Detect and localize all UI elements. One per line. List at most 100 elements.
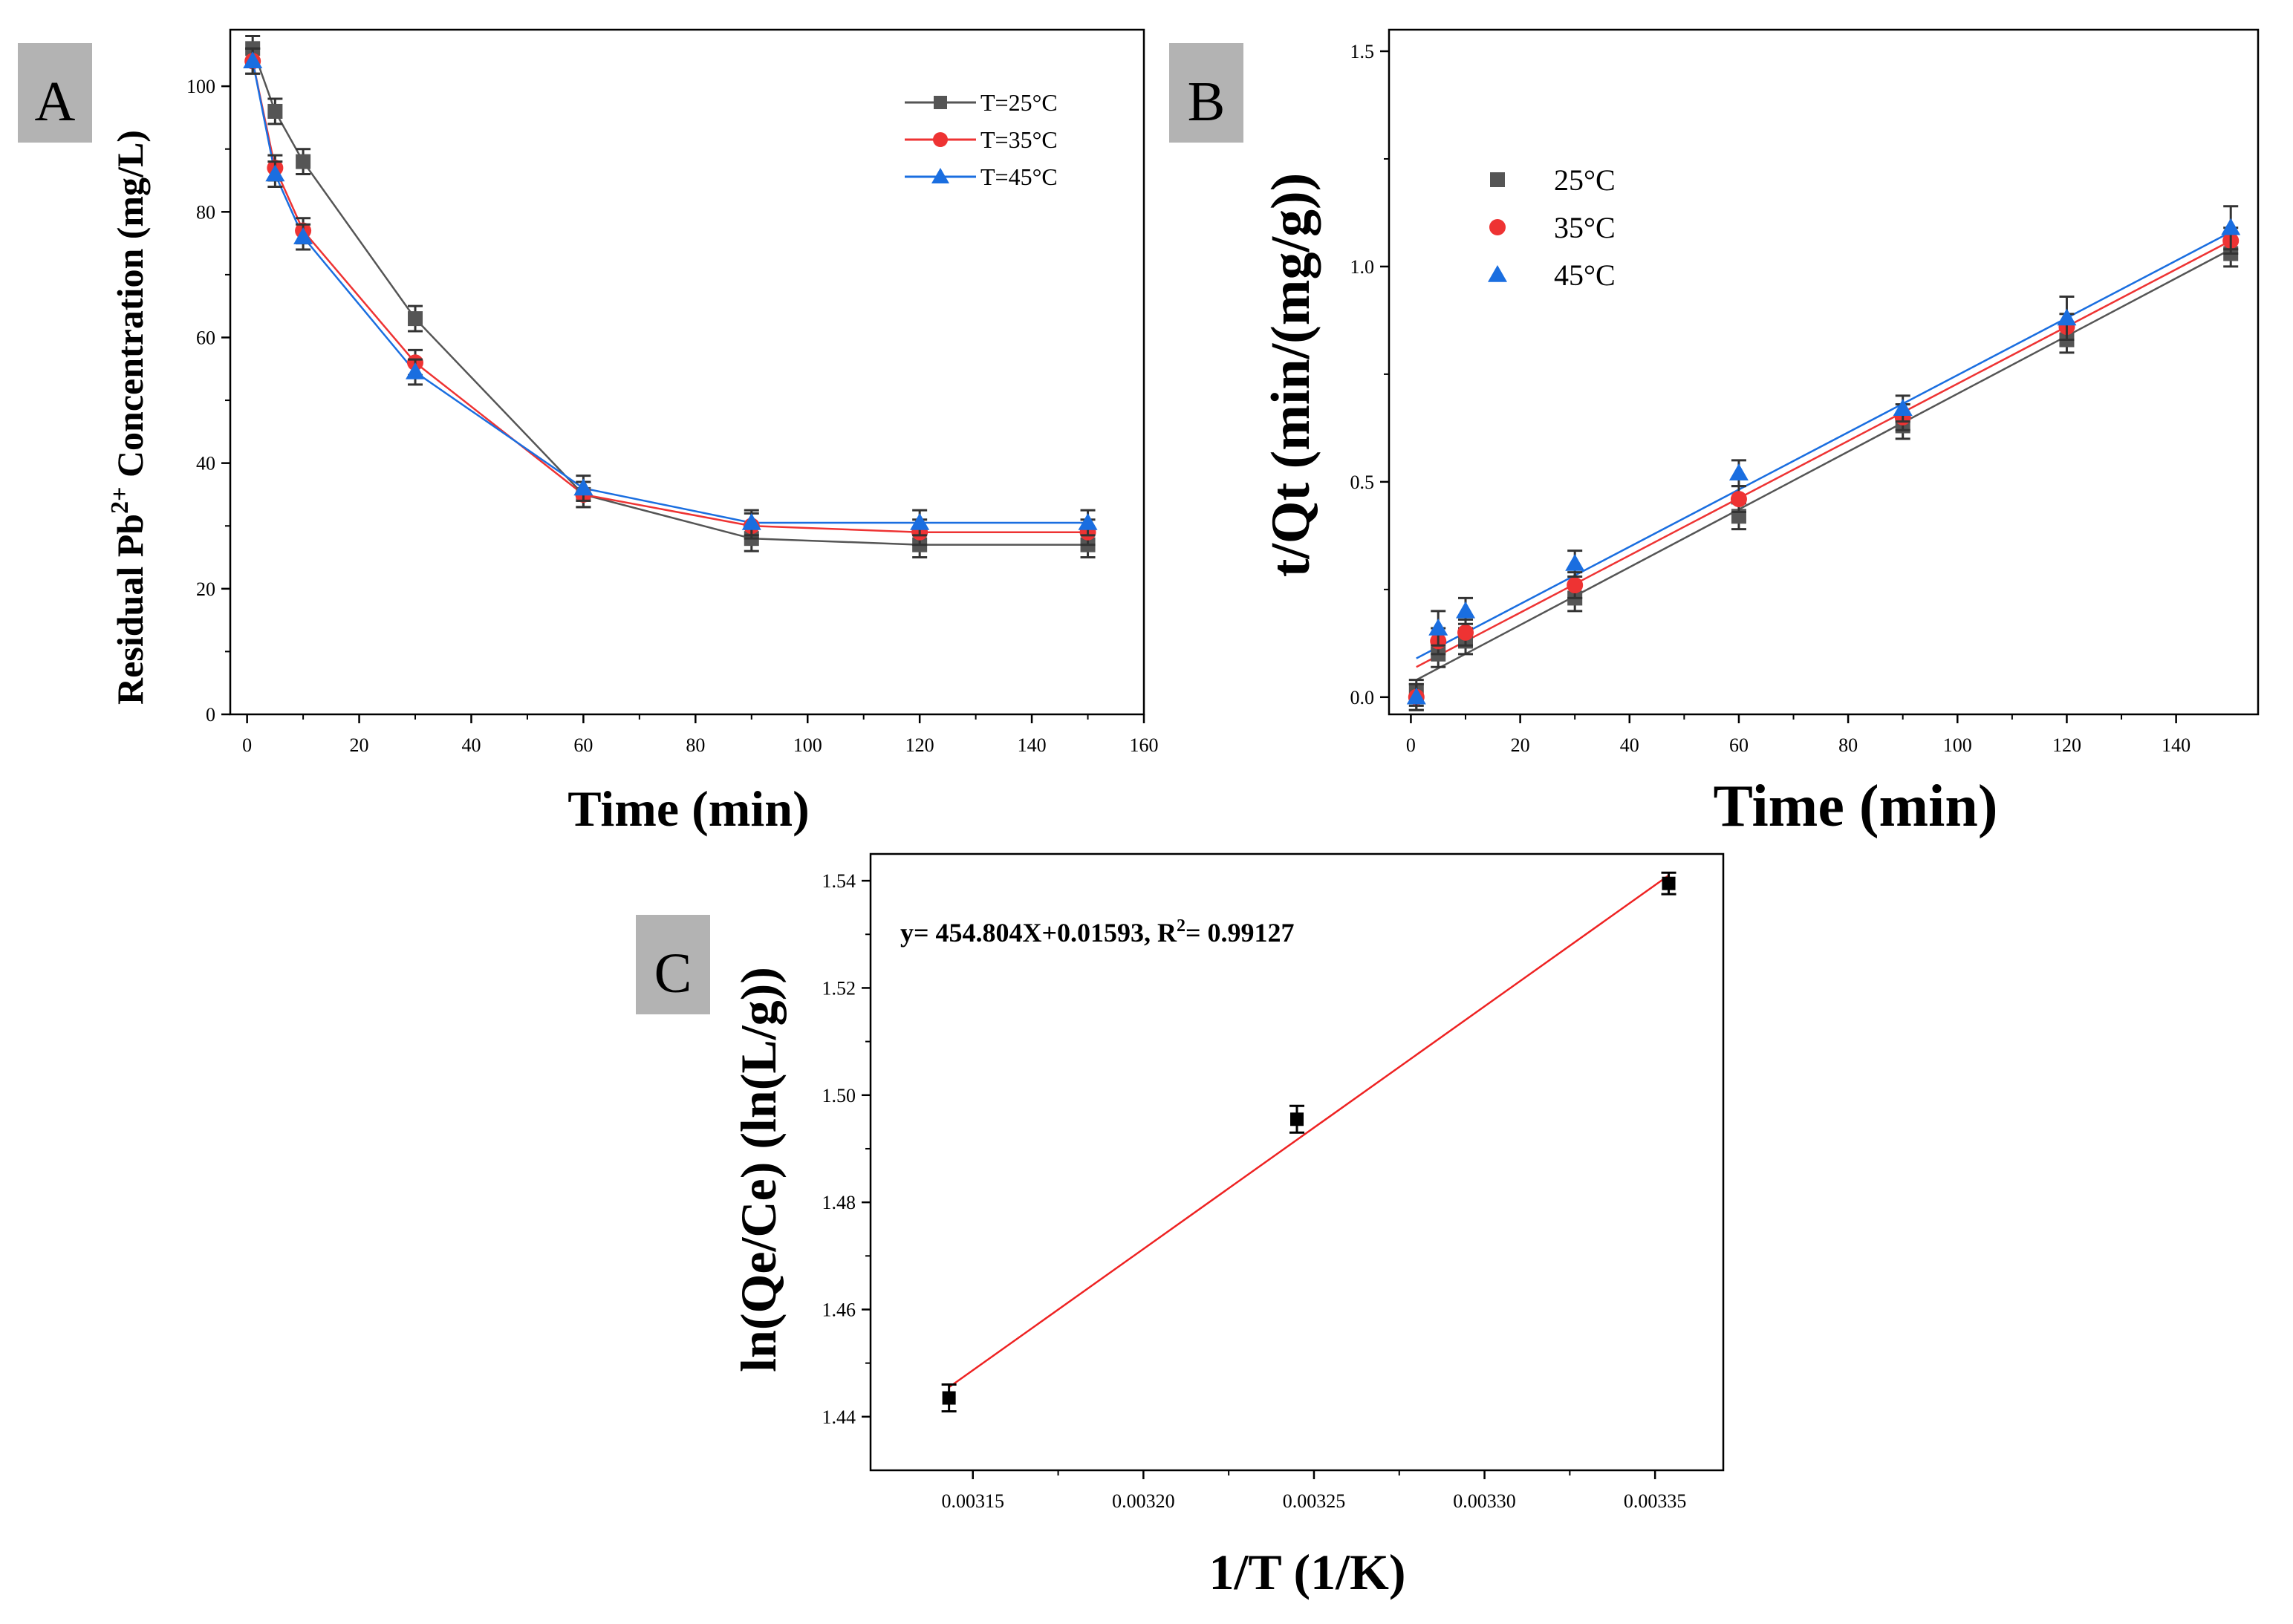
data-point: [1893, 399, 1913, 417]
x-tick-label: 120: [2052, 734, 2081, 756]
legend-label: 35°C: [1554, 211, 1616, 244]
legend-marker: [934, 96, 947, 109]
panel-a-y-axis-title-rest: Concentration (mg/L): [109, 130, 151, 487]
data-point: [1290, 1112, 1304, 1126]
series-line-1: [251, 61, 1088, 533]
data-point: [296, 154, 311, 169]
fit-line-2: [1416, 231, 2231, 659]
data-point: [2057, 308, 2077, 326]
data-point: [265, 164, 285, 182]
data-point: [1662, 876, 1676, 890]
panel-c-equation: y= 454.804X+0.01593, R2= 0.99127: [900, 916, 1295, 948]
x-tick-label: 0.00335: [1624, 1490, 1687, 1512]
y-tick-label: 1.52: [822, 977, 856, 999]
panel-c-tag-text: C: [654, 942, 692, 1005]
x-tick-label: 40: [461, 734, 481, 756]
panel-a-tag-text: A: [35, 71, 76, 133]
x-tick-label: 20: [350, 734, 369, 756]
panel-a-x-axis-title: Time (min): [567, 780, 810, 837]
data-point: [942, 1391, 956, 1405]
x-tick-label: 40: [1620, 734, 1639, 756]
fit-line: [948, 874, 1670, 1389]
data-point: [1456, 601, 1476, 619]
y-tick-label: 80: [196, 201, 215, 223]
legend-marker: [1488, 265, 1507, 282]
y-tick-label: 100: [186, 76, 215, 97]
y-tick-label: 0.5: [1350, 472, 1375, 493]
panel-c-equation-rest: = 0.99127: [1185, 918, 1295, 948]
series-line-0: [252, 48, 1088, 546]
y-tick-label: 1.48: [822, 1192, 856, 1213]
data-point: [573, 478, 593, 496]
y-tick-label: 20: [196, 578, 215, 600]
data-point: [910, 513, 930, 530]
panel-c-chart: 0.00315 0.00320 0.00325 0.00330 0.00335 1.44 1…: [822, 852, 1725, 1512]
panel-a-chart: 0 20 40 60 80 100 120 140 160 0 20 40 60 80 100 T=25°C T…: [186, 28, 1159, 756]
panel-b-tag: B: [1169, 43, 1243, 143]
data-point: [1406, 687, 1426, 705]
panel-c-x-axis-title: 1/T (1/K): [1209, 1544, 1405, 1600]
y-tick-label: 1.54: [822, 870, 856, 892]
data-point: [1457, 624, 1474, 641]
data-point: [1730, 491, 1747, 508]
x-tick-label: 20: [1511, 734, 1530, 756]
legend-marker: [933, 132, 948, 147]
x-tick-label: 100: [793, 734, 822, 756]
x-tick-label: 140: [1018, 734, 1047, 756]
y-tick-label: 1.46: [822, 1299, 856, 1320]
y-tick-label: 1.5: [1350, 41, 1375, 62]
x-tick-label: 60: [573, 734, 593, 756]
data-point: [293, 227, 313, 244]
x-tick-label: 0: [242, 734, 252, 756]
legend-label: 45°C: [1554, 258, 1616, 292]
panel-b-chart: 0 20 40 60 80 100 120 140 0.0 0.5 1.0 1.5 25°C 35°C 45…: [1350, 28, 2260, 756]
legend-marker: [1490, 172, 1505, 187]
y-tick-label: 0: [206, 704, 215, 725]
x-tick-label: 0: [1406, 734, 1416, 756]
legend-label: T=35°C: [980, 126, 1058, 153]
y-tick-label: 1.44: [822, 1406, 856, 1428]
panel-b-tag-text: B: [1188, 71, 1226, 133]
data-point: [1728, 463, 1749, 481]
data-point: [1078, 513, 1098, 530]
data-point: [243, 51, 263, 69]
x-tick-label: 0.00330: [1453, 1490, 1516, 1512]
y-tick-label: 1.50: [822, 1085, 856, 1106]
data-point: [267, 103, 283, 119]
y-tick-label: 60: [196, 327, 215, 348]
x-tick-label: 80: [686, 734, 705, 756]
data-point: [1565, 554, 1585, 571]
legend-marker: [1489, 219, 1506, 235]
panel-c-equation-sup: 2: [1177, 916, 1185, 936]
x-tick-label: 0.00325: [1283, 1490, 1346, 1512]
plot-frame: [1388, 28, 2260, 716]
panel-c-equation-main: y= 454.804X+0.01593, R: [900, 918, 1177, 948]
data-point: [406, 362, 426, 379]
fit-line-0: [1416, 248, 2231, 681]
data-point: [408, 311, 423, 327]
panel-b-y-axis-title: t/Qt (min/(mg/g)): [1261, 173, 1321, 578]
panel-a-y-axis-title-sup: 2+: [106, 487, 134, 514]
x-tick-label: 100: [1943, 734, 1972, 756]
legend-label: 25°C: [1554, 163, 1616, 197]
data-point: [1428, 619, 1448, 636]
panel-c-tag: C: [636, 915, 710, 1014]
fit-line-1: [1416, 240, 2231, 668]
legend-label: T=25°C: [980, 89, 1058, 116]
x-tick-label: 0.00315: [942, 1490, 1005, 1512]
y-tick-label: 40: [196, 453, 215, 475]
panel-a-y-axis-title-main: Residual Pb: [109, 514, 151, 705]
y-tick-label: 0.0: [1350, 687, 1375, 708]
data-point: [741, 513, 761, 530]
panel-a-y-axis-title: Residual Pb2+ Concentration (mg/L): [106, 130, 151, 705]
x-tick-label: 60: [1729, 734, 1749, 756]
y-tick-label: 1.0: [1350, 256, 1375, 278]
legend-label: T=45°C: [980, 163, 1058, 190]
x-tick-label: 160: [1130, 734, 1159, 756]
panel-b-x-axis-title: Time (min): [1714, 774, 1998, 839]
plot-frame: [869, 852, 1725, 1472]
legend-marker: [931, 168, 949, 183]
x-tick-label: 120: [905, 734, 934, 756]
x-tick-label: 0.00320: [1112, 1490, 1175, 1512]
